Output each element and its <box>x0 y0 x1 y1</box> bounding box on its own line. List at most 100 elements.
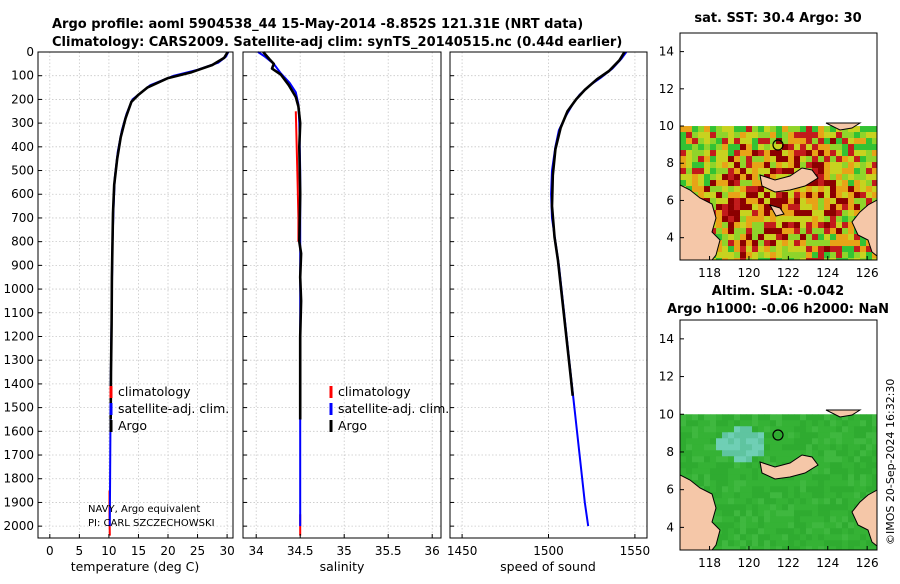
map-cell <box>824 462 830 468</box>
map-cell <box>836 534 842 540</box>
map-cell <box>734 180 740 186</box>
map-cell <box>794 192 800 198</box>
map-cell <box>680 168 686 174</box>
map-cell <box>740 492 746 498</box>
map-cell <box>734 426 740 432</box>
map-cell <box>830 150 836 156</box>
map-cell <box>764 126 770 132</box>
map-cell <box>842 486 848 492</box>
map-cell <box>836 444 842 450</box>
map-cell <box>746 210 752 216</box>
map-cell <box>818 432 824 438</box>
map-cell <box>794 222 800 228</box>
map-cell <box>848 210 854 216</box>
map-cell <box>716 444 722 450</box>
map-cell <box>818 450 824 456</box>
map-cell <box>818 414 824 420</box>
map-cell <box>818 150 824 156</box>
map-cell <box>812 156 818 162</box>
map-cell <box>704 186 710 192</box>
map-cell <box>758 258 764 264</box>
map-cell <box>752 456 758 462</box>
map-cell <box>734 144 740 150</box>
map-cell <box>806 546 812 552</box>
map-cell <box>722 534 728 540</box>
map-cell <box>716 258 722 264</box>
map-cell <box>818 162 824 168</box>
map-cell <box>866 414 872 420</box>
map-cell <box>746 216 752 222</box>
y-tick-label: 300 <box>11 116 34 130</box>
map-cell <box>746 522 752 528</box>
map-cell <box>716 216 722 222</box>
map-cell <box>770 540 776 546</box>
map-cell <box>692 180 698 186</box>
map-cell <box>752 222 758 228</box>
map-cell <box>818 546 824 552</box>
map-cell <box>836 144 842 150</box>
map-cell <box>746 192 752 198</box>
map-cell <box>800 432 806 438</box>
x-tick-label: 35 <box>337 544 352 558</box>
map-cell <box>800 150 806 156</box>
map-cell <box>794 444 800 450</box>
map-cell <box>722 204 728 210</box>
map-cell <box>842 174 848 180</box>
map-cell <box>710 426 716 432</box>
map-cell <box>830 198 836 204</box>
map-cell <box>722 252 728 258</box>
map-cell <box>842 204 848 210</box>
map-cell <box>692 138 698 144</box>
map-cell <box>854 432 860 438</box>
map-cell <box>740 432 746 438</box>
map-cell <box>806 414 812 420</box>
map-cell <box>860 144 866 150</box>
map-cell <box>818 444 824 450</box>
map-cell <box>752 516 758 522</box>
map1-title: sat. SST: 30.4 Argo: 30 <box>694 11 861 26</box>
map-cell <box>794 420 800 426</box>
map-cell <box>812 216 818 222</box>
map-cell <box>782 444 788 450</box>
map-cell <box>746 222 752 228</box>
map-cell <box>752 528 758 534</box>
map-cell <box>812 426 818 432</box>
map-cell <box>704 150 710 156</box>
map-cell <box>680 438 686 444</box>
map-cell <box>800 210 806 216</box>
map-cell <box>824 240 830 246</box>
map-cell <box>818 456 824 462</box>
salinity-legend: climatology satellite-adj. clim. Argo <box>331 384 449 433</box>
map-cell <box>860 162 866 168</box>
map-cell <box>794 492 800 498</box>
map-cell <box>800 144 806 150</box>
map-cell <box>836 138 842 144</box>
map-cell <box>836 462 842 468</box>
map-cell <box>836 222 842 228</box>
map-cell <box>746 162 752 168</box>
map-cell <box>746 132 752 138</box>
map-cell <box>818 222 824 228</box>
map-cell <box>782 162 788 168</box>
map-cell <box>746 468 752 474</box>
map-cell <box>788 480 794 486</box>
map-cell <box>836 156 842 162</box>
map-cell <box>866 150 872 156</box>
map-cell <box>686 138 692 144</box>
map-y-tick-label: 8 <box>666 156 674 170</box>
map-cell <box>752 180 758 186</box>
map-cell <box>812 414 818 420</box>
map-cell <box>728 462 734 468</box>
map-cell <box>836 150 842 156</box>
map-cell <box>728 528 734 534</box>
map-cell <box>812 444 818 450</box>
map-cell <box>722 228 728 234</box>
map-cell <box>854 468 860 474</box>
map-cell <box>830 438 836 444</box>
map-cell <box>794 534 800 540</box>
map-cell <box>854 162 860 168</box>
y-tick-label: 2000 <box>3 519 34 533</box>
map-cell <box>842 150 848 156</box>
map-cell <box>860 258 866 264</box>
